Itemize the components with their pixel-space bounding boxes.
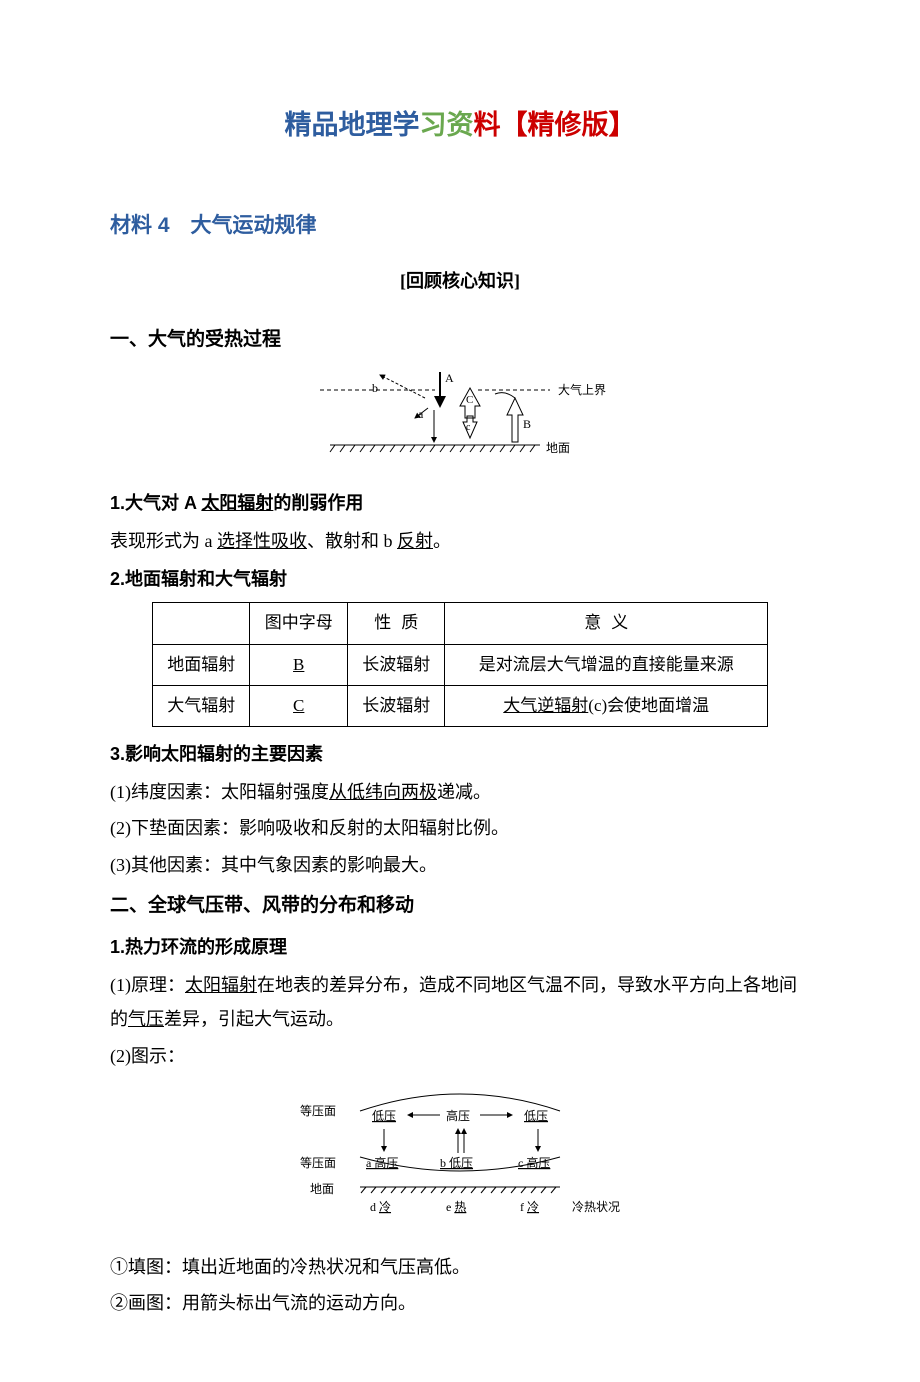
- label-C: C: [466, 394, 473, 406]
- txt: 。: [433, 531, 451, 551]
- txt: 、散射和 b: [307, 531, 397, 551]
- label-c: c: [466, 422, 471, 433]
- label-b: b: [372, 381, 378, 395]
- paragraph: (2)图示：: [110, 1039, 810, 1073]
- label-b-low: b 低压: [440, 1156, 473, 1170]
- underline-lat: 从低纬向两极: [329, 782, 437, 802]
- txt: (1)原理：: [110, 975, 185, 995]
- document-title: 精品地理学习资料【精修版】: [110, 100, 810, 151]
- cell: C: [250, 685, 347, 726]
- label-low-right: 低压: [524, 1109, 548, 1123]
- cell: 长波辐射: [347, 644, 444, 685]
- table-row: 大气辐射 C 长波辐射 大气逆辐射(c)会使地面增温: [153, 685, 768, 726]
- label-c-high: c 高压: [518, 1155, 550, 1170]
- subheading-1-2: 2.地面辐射和大气辐射: [110, 562, 810, 596]
- underline-solar2: 太阳辐射: [185, 975, 257, 995]
- title-part-blue: 精品地理学: [285, 110, 420, 140]
- underline-reflect: 反射: [397, 531, 433, 551]
- figure-thermal-circulation: 等压面 低压 高压 低压 等压面 a 高压 b 低压 c 高压 地面 d 冷 e…: [110, 1085, 810, 1236]
- table-row: 地面辐射 B 长波辐射 是对流层大气增温的直接能量来源: [153, 644, 768, 685]
- cell: 意义: [445, 603, 768, 644]
- txt: 的削弱作用: [273, 493, 363, 513]
- txt: 差异，引起大气运动。: [164, 1009, 344, 1029]
- subheading-1-3: 3.影响太阳辐射的主要因素: [110, 737, 810, 771]
- cell: 大气辐射: [153, 685, 250, 726]
- cell: 地面辐射: [153, 644, 250, 685]
- review-header: [回顾核心知识]: [110, 264, 810, 298]
- txt: 性: [374, 613, 401, 632]
- label-f: f 冷: [520, 1200, 539, 1214]
- paragraph: (2)下垫面因素：影响吸收和反射的太阳辐射比例。: [110, 811, 810, 845]
- label-ground: 地面: [546, 441, 570, 455]
- txt: (1)纬度因素：太阳辐射强度: [110, 782, 329, 802]
- label-isobaric-bot: 等压面: [300, 1156, 336, 1170]
- title-part-red1: 料: [474, 110, 501, 140]
- label-a: a: [418, 407, 424, 421]
- label-temp-status: 冷热状况: [572, 1200, 620, 1214]
- label-high-mid: 高压: [446, 1108, 470, 1123]
- txt: 递减。: [437, 782, 491, 802]
- label-atmos-top: 大气上界: [558, 382, 606, 397]
- paragraph: (1)纬度因素：太阳辐射强度从低纬向两极递减。: [110, 775, 810, 809]
- label-a-high: a 高压: [366, 1155, 398, 1170]
- paragraph: (1)原理：太阳辐射在地表的差异分布，造成不同地区气温不同，导致水平方向上各地间…: [110, 968, 810, 1036]
- cell: B: [250, 644, 347, 685]
- heading-2: 二、全球气压带、风带的分布和移动: [110, 888, 810, 924]
- cell: 图中字母: [250, 603, 347, 644]
- txt: 表现形式为 a: [110, 531, 217, 551]
- label-low-left: 低压: [372, 1109, 396, 1123]
- underline-B: B: [293, 655, 304, 674]
- underline-back-rad: 大气逆辐射: [503, 696, 588, 715]
- label-A: A: [445, 371, 454, 385]
- radiation-table: 图中字母 性质 意义 地面辐射 B 长波辐射 是对流层大气增温的直接能量来源 大…: [152, 602, 768, 727]
- cell: 是对流层大气增温的直接能量来源: [445, 644, 768, 685]
- subheading-1-1: 1.大气对 A 太阳辐射的削弱作用: [110, 486, 810, 520]
- cell: [153, 603, 250, 644]
- label-e: e 热: [446, 1200, 466, 1214]
- figure-atmosphere-heating: 大气上界 地面 A b a C c B: [110, 370, 810, 471]
- label-B: B: [523, 417, 531, 431]
- cell: 大气逆辐射(c)会使地面增温: [445, 685, 768, 726]
- cell: 性质: [347, 603, 444, 644]
- txt: (c)会使地面增温: [588, 696, 709, 715]
- paragraph: ①填图：填出近地面的冷热状况和气压高低。: [110, 1250, 810, 1284]
- label-d: d 冷: [370, 1200, 391, 1214]
- label-isobaric-top: 等压面: [300, 1104, 336, 1118]
- title-part-green: 习资: [420, 110, 474, 140]
- heading-1: 一、大气的受热过程: [110, 322, 810, 358]
- cell: 长波辐射: [347, 685, 444, 726]
- section-title: 材料 4 大气运动规律: [110, 206, 810, 246]
- underline-pressure: 气压: [128, 1009, 164, 1029]
- txt: 意: [584, 613, 611, 632]
- title-part-red2: 【精修版】: [501, 110, 636, 140]
- subheading-2-1: 1.热力环流的形成原理: [110, 930, 810, 964]
- underline-solar: 太阳辐射: [201, 493, 273, 513]
- txt: 1.大气对 A: [110, 493, 201, 513]
- paragraph: (3)其他因素：其中气象因素的影响最大。: [110, 848, 810, 882]
- table-row: 图中字母 性质 意义: [153, 603, 768, 644]
- label-ground2: 地面: [310, 1182, 334, 1196]
- underline-C: C: [293, 696, 304, 715]
- paragraph: ②画图：用箭头标出气流的运动方向。: [110, 1286, 810, 1320]
- underline-absorb: 选择性吸收: [217, 531, 307, 551]
- paragraph: 表现形式为 a 选择性吸收、散射和 b 反射。: [110, 524, 810, 558]
